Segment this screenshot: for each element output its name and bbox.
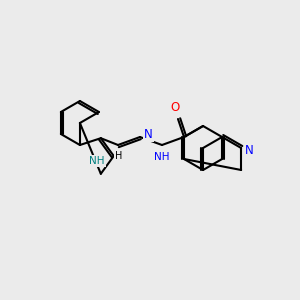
Text: H: H — [115, 151, 123, 161]
Text: N: N — [245, 145, 254, 158]
Text: O: O — [170, 101, 180, 114]
Text: NH: NH — [154, 152, 170, 162]
Text: NH: NH — [89, 156, 105, 166]
Text: N: N — [144, 128, 153, 140]
